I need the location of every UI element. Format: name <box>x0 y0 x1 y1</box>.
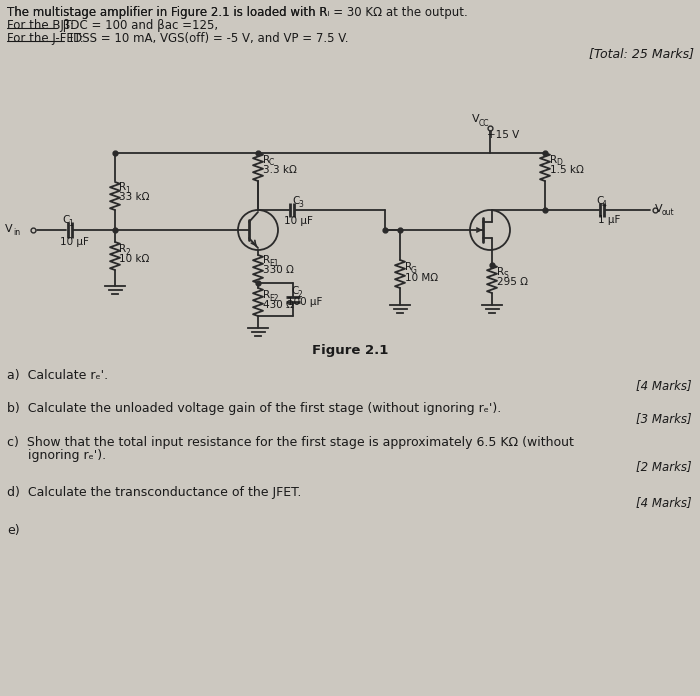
Text: d)  Calculate the transconductance of the JFET.: d) Calculate the transconductance of the… <box>7 486 302 499</box>
Text: [4 Marks]: [4 Marks] <box>636 496 692 509</box>
Text: a)  Calculate rₑ'.: a) Calculate rₑ'. <box>7 369 108 382</box>
Text: 10 MΩ: 10 MΩ <box>405 273 438 283</box>
Text: R: R <box>263 155 270 165</box>
Text: 1.5 kΩ: 1.5 kΩ <box>550 165 584 175</box>
Text: D: D <box>556 158 562 167</box>
Text: E2: E2 <box>269 294 279 303</box>
Text: C: C <box>269 158 274 167</box>
Text: 1: 1 <box>125 186 130 195</box>
Text: in: in <box>13 228 20 237</box>
Text: R: R <box>550 155 557 165</box>
Text: For the BJT:: For the BJT: <box>7 19 74 32</box>
Text: C: C <box>292 196 300 206</box>
Text: 2: 2 <box>125 248 130 257</box>
Text: 4: 4 <box>602 200 607 209</box>
Text: 1: 1 <box>68 219 73 228</box>
Text: The multistage amplifier in Figure 2.1 is loaded with Rₗ = 30 KΩ at the output.: The multistage amplifier in Figure 2.1 i… <box>7 6 468 19</box>
Text: βDC = 100 and βac =125,: βDC = 100 and βac =125, <box>59 19 218 32</box>
Text: 3: 3 <box>298 200 303 209</box>
Text: V: V <box>655 204 663 214</box>
Text: c)  Show that the total input resistance for the first stage is approximately 6.: c) Show that the total input resistance … <box>7 436 574 449</box>
Text: For the J-FET:: For the J-FET: <box>7 32 84 45</box>
Text: [4 Marks]: [4 Marks] <box>636 379 692 392</box>
Text: CC: CC <box>479 119 489 128</box>
Text: 295 Ω: 295 Ω <box>497 277 528 287</box>
Text: 10 μF: 10 μF <box>60 237 89 247</box>
Text: out: out <box>662 208 675 217</box>
Text: V: V <box>5 224 13 234</box>
Text: R: R <box>405 262 412 272</box>
Text: 430 Ω: 430 Ω <box>263 300 294 310</box>
Text: R: R <box>119 244 126 254</box>
Text: 100 μF: 100 μF <box>287 297 323 307</box>
Text: C: C <box>596 196 603 206</box>
Text: ignoring rₑ').: ignoring rₑ'). <box>28 449 106 462</box>
Text: [2 Marks]: [2 Marks] <box>636 460 692 473</box>
Text: [3 Marks]: [3 Marks] <box>636 412 692 425</box>
Text: Figure 2.1: Figure 2.1 <box>312 344 388 357</box>
Text: R: R <box>497 267 504 277</box>
Text: b)  Calculate the unloaded voltage gain of the first stage (without ignoring rₑ': b) Calculate the unloaded voltage gain o… <box>7 402 501 415</box>
Text: 10 kΩ: 10 kΩ <box>119 254 149 264</box>
Text: IDSS = 10 mA, VGS(off) = -5 V, and VP = 7.5 V.: IDSS = 10 mA, VGS(off) = -5 V, and VP = … <box>66 32 349 45</box>
Text: 330 Ω: 330 Ω <box>263 265 294 275</box>
Text: C: C <box>62 215 69 225</box>
Text: 2: 2 <box>297 290 302 299</box>
Text: V: V <box>472 114 480 124</box>
Text: 1 μF: 1 μF <box>598 215 620 225</box>
Text: [Total: 25 Marks]: [Total: 25 Marks] <box>589 47 694 60</box>
Text: R: R <box>263 255 270 265</box>
Text: +15 V: +15 V <box>487 130 519 140</box>
Text: 10 μF: 10 μF <box>284 216 313 226</box>
Text: 3.3 kΩ: 3.3 kΩ <box>263 165 297 175</box>
Text: R: R <box>119 182 126 192</box>
Text: 33 kΩ: 33 kΩ <box>119 192 150 202</box>
Text: S: S <box>503 271 507 280</box>
Text: R: R <box>263 290 270 300</box>
Text: E1: E1 <box>269 259 279 268</box>
Text: e): e) <box>7 524 20 537</box>
Text: G: G <box>411 266 417 275</box>
Text: C: C <box>291 286 298 296</box>
Text: The multistage amplifier in Figure 2.1 is loaded with R: The multistage amplifier in Figure 2.1 i… <box>7 6 328 19</box>
